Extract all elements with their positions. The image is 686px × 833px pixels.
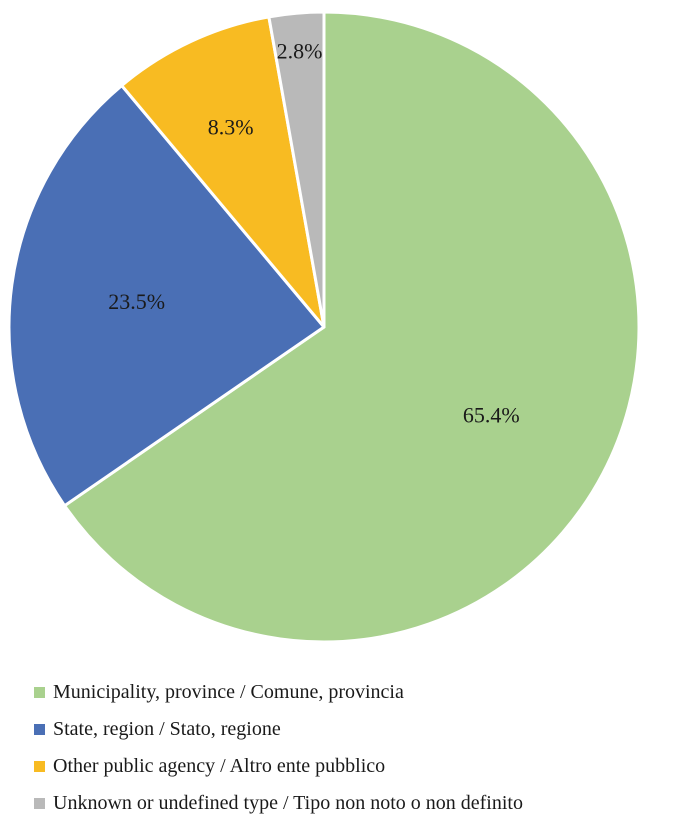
pie-data-labels: 65.4% 23.5% 8.3% 2.8% (108, 38, 519, 427)
legend-item: Other public agency / Altro ente pubblic… (34, 748, 523, 785)
legend-swatch (34, 724, 45, 735)
pie-slice (120, 15, 326, 329)
legend-swatch (34, 761, 45, 772)
legend-label: Unknown or undefined type / Tipo non not… (53, 792, 523, 814)
pie-chart: 65.4% 23.5% 8.3% 2.8% (7, 10, 641, 644)
pie-slice (267, 10, 326, 329)
chart-legend: Municipality, province / Comune, provinc… (34, 674, 523, 822)
pie-slice (63, 10, 641, 644)
legend-item: Municipality, province / Comune, provinc… (34, 674, 523, 711)
legend-item: Unknown or undefined type / Tipo non not… (34, 785, 523, 822)
slice-data-label: 2.8% (277, 38, 323, 63)
legend-swatch (34, 798, 45, 809)
legend-item: State, region / Stato, regione (34, 711, 523, 748)
legend-label: Other public agency / Altro ente pubblic… (53, 755, 386, 777)
slice-data-label: 8.3% (208, 115, 254, 140)
slice-data-label: 65.4% (463, 402, 520, 427)
legend-label: State, region / Stato, regione (53, 718, 281, 740)
legend-label: Municipality, province / Comune, provinc… (53, 681, 404, 703)
legend-swatch (34, 687, 45, 698)
slice-data-label: 23.5% (108, 289, 165, 314)
pie-slices (7, 10, 641, 644)
pie-slice (7, 84, 326, 508)
